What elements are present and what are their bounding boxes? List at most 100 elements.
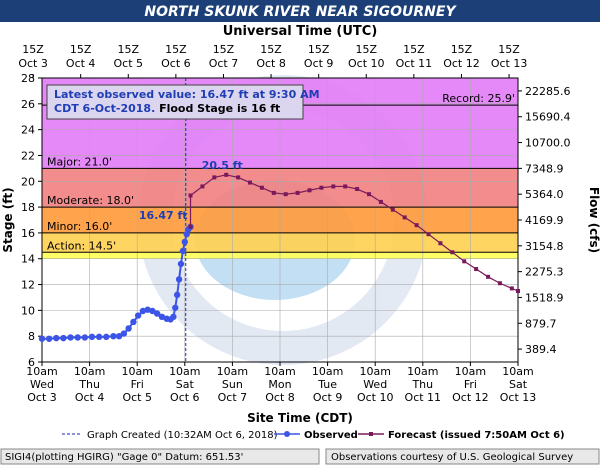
y2-tick-label: 22285.6 xyxy=(525,85,571,98)
forecast-point xyxy=(188,193,193,198)
forecast-point xyxy=(367,192,372,197)
y-tick-label: 14 xyxy=(21,253,35,266)
latest-value-line2: CDT 6-Oct-2018. xyxy=(54,102,155,115)
datum-note: SIGI4(plotting HGIRG) "Gage 0" Datum: 65… xyxy=(5,452,243,463)
x-tick-label-time: 10am xyxy=(26,365,57,378)
forecast-point xyxy=(426,232,431,237)
y-tick-label: 8 xyxy=(28,330,35,343)
top-tick-label-date: Oct 5 xyxy=(114,57,144,70)
x-tick-label-day: Wed xyxy=(30,378,54,391)
forecast-point xyxy=(402,215,407,220)
x-tick-label-day: Tue xyxy=(317,378,337,391)
forecast-point xyxy=(236,175,241,180)
observed-point xyxy=(173,291,181,299)
legend-forecast-marker xyxy=(369,432,373,436)
latest-observed-label: 16.47 ft xyxy=(139,209,188,222)
minor-level-label: Minor: 16.0' xyxy=(47,220,112,233)
x-tick-label-day: Wed xyxy=(363,378,387,391)
top-axis-title: Universal Time (UTC) xyxy=(223,24,378,39)
legend-created-label: Graph Created (10:32AM Oct 6, 2018) xyxy=(87,430,278,441)
svg-text:CDT 6-Oct-2018. Flood Stage is: CDT 6-Oct-2018. Flood Stage is 16 ft xyxy=(54,102,280,115)
y2-tick-label: 15690.4 xyxy=(525,111,571,124)
y2-tick-label: 7348.9 xyxy=(525,162,564,175)
title-bar xyxy=(0,0,600,22)
x-tick-label-day: Sat xyxy=(176,378,195,391)
forecast-point xyxy=(248,180,253,185)
top-tick-label-date: Oct 4 xyxy=(66,57,96,70)
x-tick-label-date: Oct 4 xyxy=(75,391,105,404)
y-tick-label: 26 xyxy=(21,98,35,111)
forecast-point xyxy=(355,187,360,192)
observed-point xyxy=(181,238,188,246)
x-tick-label-time: 10am xyxy=(312,365,343,378)
observed-point xyxy=(175,276,183,283)
record-level-label: Record: 25.9' xyxy=(442,92,515,105)
forecast-point xyxy=(516,289,520,293)
x-tick-label-date: Oct 8 xyxy=(265,391,295,404)
y-tick-label: 12 xyxy=(21,279,35,292)
forecast-point xyxy=(200,184,205,189)
x-tick-label-day: Thu xyxy=(78,378,100,391)
forecast-point xyxy=(271,190,276,195)
top-tick-label-hour: 15Z xyxy=(70,43,92,56)
x-tick-label-date: Oct 10 xyxy=(357,391,394,404)
legend-observed-label: Observed xyxy=(304,430,358,441)
y-tick-label: 22 xyxy=(21,149,35,162)
observed-point xyxy=(125,325,132,332)
x-tick-label-time: 10am xyxy=(217,365,248,378)
forecast-point xyxy=(224,172,229,177)
top-tick-label-hour: 15Z xyxy=(356,43,378,56)
y-tick-label: 28 xyxy=(21,72,35,85)
forecast-point xyxy=(486,274,491,279)
y2-tick-label: 2275.3 xyxy=(525,266,564,279)
observed-point xyxy=(81,334,89,341)
top-tick-label-hour: 15Z xyxy=(22,43,44,56)
x-tick-label-date: Oct 12 xyxy=(452,391,489,404)
forecast-point xyxy=(295,190,300,195)
top-tick-label-hour: 15Z xyxy=(403,43,425,56)
observed-point xyxy=(130,318,137,326)
observed-point xyxy=(115,332,123,340)
y2-axis-title: Flow (cfs) xyxy=(587,187,600,253)
legend-forecast-label: Forecast (issued 7:50AM Oct 6) xyxy=(388,430,565,441)
legend: Graph Created (10:32AM Oct 6, 2018) Obse… xyxy=(62,430,565,441)
observed-point xyxy=(110,332,117,340)
y-tick-label: 10 xyxy=(21,304,35,317)
x-tick-label-time: 10am xyxy=(74,365,105,378)
x-tick-label-date: Oct 5 xyxy=(122,391,152,404)
observed-point xyxy=(53,334,60,342)
x-tick-label-time: 10am xyxy=(169,365,200,378)
observed-point xyxy=(177,260,185,268)
observed-point xyxy=(88,333,96,341)
x-tick-label-time: 10am xyxy=(359,365,390,378)
y-tick-label: 18 xyxy=(21,201,35,214)
observed-point xyxy=(45,335,53,342)
top-tick-label-hour: 15Z xyxy=(118,43,140,56)
moderate-level-label: Moderate: 18.0' xyxy=(47,194,134,207)
forecast-point xyxy=(414,223,419,228)
usgs-credit: Observations courtesy of U.S. Geological… xyxy=(331,452,573,463)
forecast-point xyxy=(259,185,264,190)
x-tick-label-day: Thu xyxy=(411,378,433,391)
observed-point xyxy=(95,333,103,341)
observed-point xyxy=(134,312,142,319)
top-tick-label-date: Oct 7 xyxy=(209,57,239,70)
forecast-point xyxy=(343,184,348,189)
forecast-point xyxy=(378,199,383,204)
observed-point xyxy=(120,330,128,337)
observed-point xyxy=(183,231,190,238)
observed-point xyxy=(170,313,177,321)
x-tick-label-time: 10am xyxy=(264,365,295,378)
x-tick-label-time: 10am xyxy=(455,365,486,378)
observed-point xyxy=(103,333,110,341)
top-tick-label-date: Oct 6 xyxy=(161,57,191,70)
y-tick-label: 6 xyxy=(28,356,35,369)
forecast-point xyxy=(212,175,217,180)
top-tick-label-hour: 15Z xyxy=(451,43,473,56)
top-tick-label-date: Oct 8 xyxy=(256,57,286,70)
y2-tick-label: 1518.9 xyxy=(525,291,564,304)
y-tick-label: 24 xyxy=(21,124,35,137)
x-tick-label-day: Fri xyxy=(131,378,144,391)
bottom-axis-title: Site Time (CDT) xyxy=(247,411,353,425)
